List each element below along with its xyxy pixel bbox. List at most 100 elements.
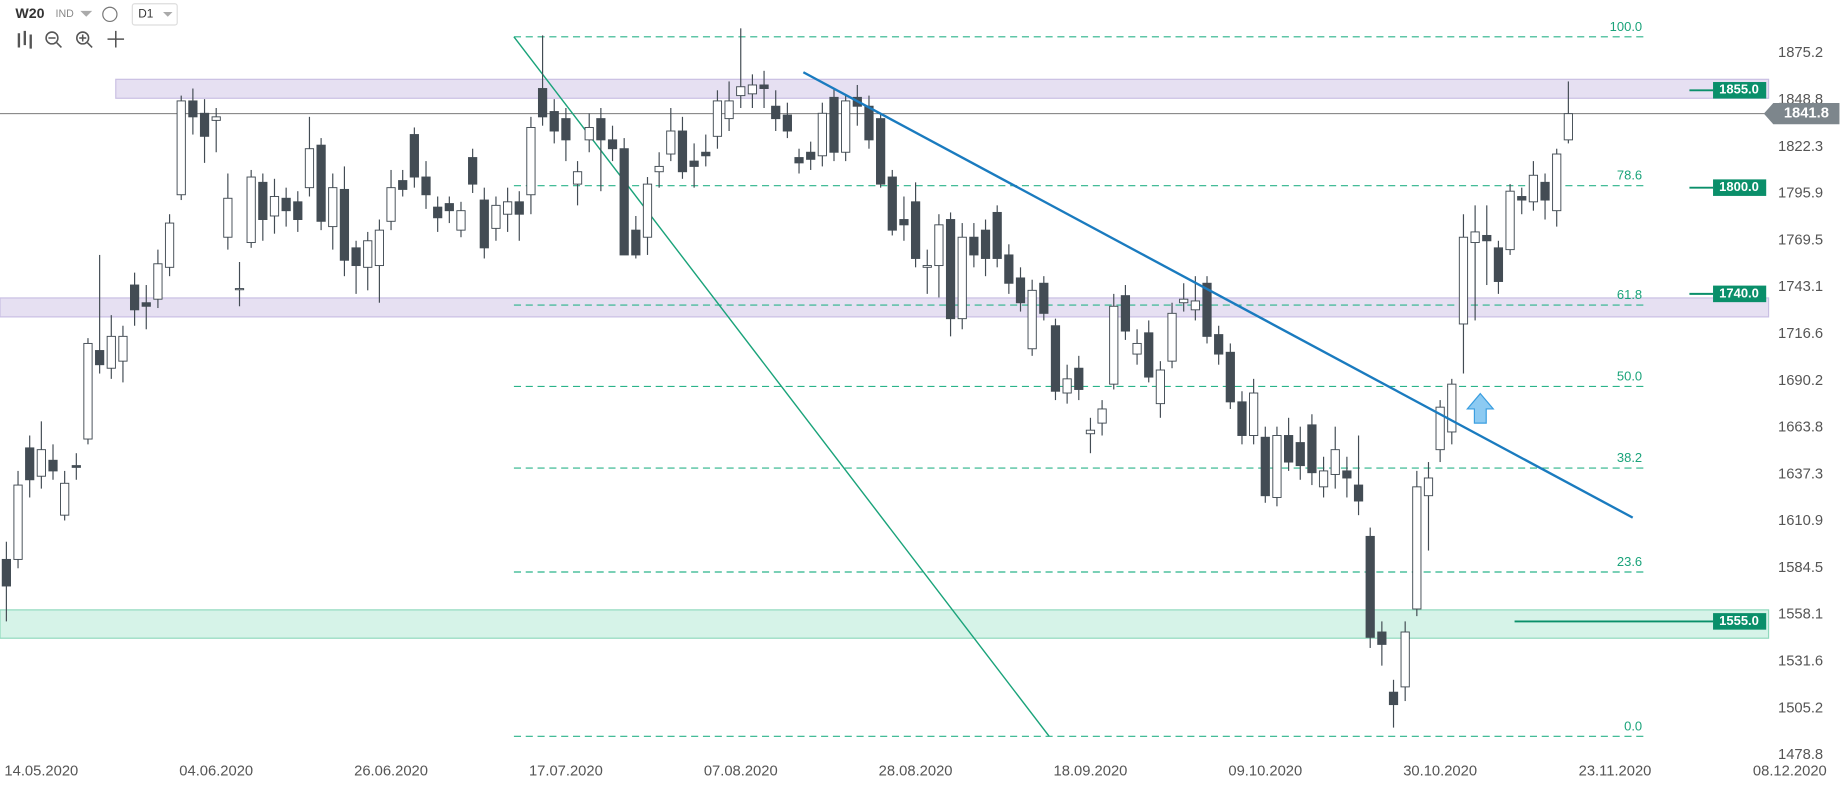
zoom-in-icon[interactable]	[76, 31, 90, 45]
candle-body	[433, 206, 443, 219]
x-tick-label: 04.06.2020	[179, 764, 253, 780]
candle-body	[479, 199, 489, 249]
candle-body	[351, 247, 361, 267]
candle-body	[176, 100, 186, 196]
candle-body	[48, 459, 58, 472]
candle-body	[13, 484, 23, 560]
candle-body	[1505, 190, 1515, 251]
dropdown-icon[interactable]	[80, 10, 93, 17]
x-tick-label: 28.08.2020	[879, 764, 953, 780]
candle-body	[631, 229, 641, 256]
candle-body	[1050, 325, 1061, 392]
candle-body	[1120, 295, 1131, 332]
price-tag	[1713, 179, 1767, 196]
price-tag	[1713, 613, 1767, 630]
candle-body	[1, 558, 11, 587]
candle-body	[747, 84, 758, 95]
candle-body	[1260, 436, 1270, 497]
fib-label: 61.8	[1617, 287, 1642, 302]
candle-body	[1423, 477, 1434, 497]
y-tick-label: 1875.2	[1778, 45, 1823, 61]
zone	[0, 609, 1770, 639]
candle-body	[409, 134, 419, 178]
market[interactable]: IND	[56, 8, 75, 20]
price-tag-label: 1800.0	[1719, 179, 1759, 194]
candle-body	[199, 112, 210, 137]
candle-body	[1482, 234, 1492, 242]
candle-body	[386, 187, 396, 222]
x-tick-label: 09.10.2020	[1228, 764, 1302, 780]
candle-body	[759, 84, 769, 89]
candle-body	[398, 180, 408, 190]
info-icon[interactable]	[102, 6, 118, 23]
candle-body	[572, 171, 583, 185]
candle-body	[25, 447, 35, 481]
candle-body	[36, 449, 46, 477]
candle-body	[1517, 196, 1527, 201]
y-tick-label: 1743.1	[1778, 279, 1823, 295]
candle-body	[1528, 174, 1539, 203]
interval-select[interactable]	[131, 3, 178, 26]
candle-body	[234, 288, 245, 291]
pan-icon[interactable]	[107, 30, 125, 48]
candle-body	[95, 350, 105, 366]
candle-body	[794, 157, 804, 164]
candle-body	[316, 144, 326, 222]
candle-body	[363, 240, 373, 268]
price-tag-label: 1555.0	[1719, 613, 1759, 628]
zone	[0, 297, 1770, 318]
candle-body	[1074, 367, 1084, 390]
candle-body	[1062, 378, 1072, 394]
candle-body	[1155, 369, 1165, 405]
chart-type-icon[interactable]	[17, 30, 32, 49]
candle-body	[503, 201, 513, 215]
dropdown-icon[interactable]	[163, 11, 173, 17]
interval[interactable]: D1	[138, 6, 153, 20]
candle-body	[1027, 289, 1037, 350]
candle-body	[211, 116, 221, 121]
candle-body	[83, 342, 93, 440]
price-tag-label: 1855.0	[1719, 82, 1759, 97]
candle-body	[1237, 401, 1247, 436]
candle-body	[304, 148, 315, 189]
y-tick-label: 1769.5	[1778, 232, 1823, 248]
x-tick-label: 18.09.2020	[1054, 764, 1128, 780]
candle-body	[1435, 406, 1445, 451]
candle-body	[258, 181, 268, 220]
candle-body	[980, 229, 991, 259]
candle-body	[654, 165, 664, 173]
fib-label: 100.0	[1610, 19, 1643, 34]
candle-body	[736, 86, 746, 97]
y-tick-label: 1531.6	[1778, 654, 1823, 670]
candle-body	[1109, 305, 1119, 385]
candle-body	[969, 236, 979, 256]
candle-body	[584, 126, 594, 141]
candle-body	[771, 105, 781, 120]
candle-body	[1318, 470, 1329, 488]
y-tick-label: 1505.2	[1778, 700, 1823, 716]
x-tick-label: 07.08.2020	[704, 764, 778, 780]
candle-body	[806, 151, 816, 160]
candle-body	[164, 222, 175, 268]
candle-body	[1458, 236, 1469, 325]
candle-body	[293, 201, 303, 220]
candle-body	[945, 219, 956, 320]
candle-body	[1167, 312, 1177, 362]
candle-body	[1097, 408, 1107, 424]
candle-body	[724, 100, 734, 120]
last-price-tag	[1763, 103, 1840, 125]
candle-body	[1388, 691, 1399, 706]
candle-body	[701, 151, 711, 157]
candle-body	[339, 188, 350, 261]
candle-body	[934, 224, 944, 267]
fib-label: 23.6	[1617, 554, 1642, 569]
y-tick-label: 1822.3	[1778, 139, 1823, 155]
candle-body	[223, 197, 233, 238]
candle-body	[1330, 449, 1340, 475]
zoom-out-icon[interactable]	[45, 31, 59, 45]
price-tag	[1713, 285, 1767, 303]
candle-body	[549, 111, 559, 132]
candle-body	[1284, 435, 1294, 463]
trend-line	[513, 36, 1050, 737]
candle-body	[526, 126, 536, 196]
